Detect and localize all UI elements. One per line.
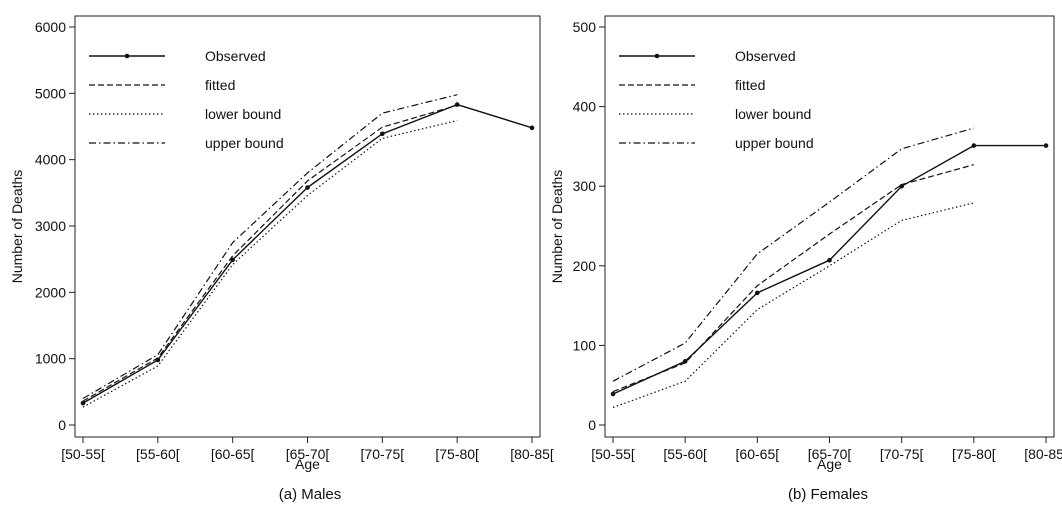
chart-panel-1: 0 1000 2000 3000 4000 5000 6000 [50-55[ [55-60[ [… bbox=[9, 15, 554, 503]
y-axis-title: Number of Deaths bbox=[9, 170, 25, 284]
x-tick-label: [65-70[ bbox=[286, 446, 330, 462]
y-tick-label: 0 bbox=[58, 417, 66, 433]
x-tick-label: [65-70[ bbox=[808, 446, 852, 462]
x-tick-label: [70-75[ bbox=[880, 446, 924, 462]
legend-marker bbox=[124, 53, 130, 59]
x-tick-label: [75-80[ bbox=[435, 446, 479, 462]
x-tick-label: [60-65[ bbox=[736, 446, 780, 462]
y-tick-label: 1000 bbox=[35, 351, 66, 367]
y-tick-label: 400 bbox=[573, 99, 597, 115]
series-line-observed bbox=[82, 103, 533, 404]
x-tick-label: [55-60[ bbox=[136, 446, 180, 462]
series-line-fitted bbox=[612, 164, 974, 393]
series-point bbox=[1043, 143, 1049, 148]
y-tick-label: 100 bbox=[573, 337, 597, 353]
y-axis-title: Number of Deaths bbox=[549, 170, 565, 284]
plot-frame bbox=[604, 15, 1055, 438]
y-tick-label: 300 bbox=[573, 178, 597, 194]
legend-label: upper bound bbox=[205, 135, 284, 151]
x-tick-label: [80-85[ bbox=[510, 446, 554, 462]
series-point bbox=[80, 400, 86, 406]
series-point bbox=[305, 185, 310, 190]
series-point bbox=[899, 183, 904, 189]
series-point bbox=[529, 125, 535, 131]
x-tick-label: [75-80[ bbox=[952, 446, 996, 462]
series-line-lower-bound bbox=[612, 202, 974, 409]
series-point bbox=[380, 131, 385, 137]
series-line-lower-bound bbox=[82, 119, 458, 408]
legend-label: Observed bbox=[735, 48, 796, 64]
series-point bbox=[230, 257, 235, 263]
y-tick-label: 4000 bbox=[35, 152, 66, 168]
series-point bbox=[971, 143, 977, 148]
legend-label: upper bound bbox=[735, 135, 814, 151]
series-point bbox=[682, 359, 688, 364]
series-point bbox=[827, 257, 832, 263]
chart-caption: (a) Males bbox=[279, 486, 342, 503]
x-tick-label: [80-85[ bbox=[1024, 446, 1062, 462]
y-tick-label: 5000 bbox=[35, 85, 66, 101]
series-line-upper-bound bbox=[612, 127, 974, 382]
series-point bbox=[610, 391, 616, 397]
legend-label: lower bound bbox=[735, 106, 811, 122]
x-tick-label: [60-65[ bbox=[211, 446, 255, 462]
x-tick-label: [50-55[ bbox=[61, 446, 105, 462]
chart-panel-2: 0 100 200 300 400 500 [50-55[ [55-60[ [60-65[ [65… bbox=[549, 15, 1062, 503]
x-axis-title: Age bbox=[817, 456, 842, 472]
x-tick-label: [55-60[ bbox=[663, 446, 707, 462]
series-point bbox=[755, 290, 760, 296]
plot-frame bbox=[74, 15, 541, 438]
y-tick-label: 6000 bbox=[35, 19, 66, 35]
legend-label: fitted bbox=[735, 77, 765, 93]
legend-label: Observed bbox=[205, 48, 266, 64]
x-tick-label: [70-75[ bbox=[361, 446, 405, 462]
y-tick-label: 2000 bbox=[35, 284, 66, 300]
legend-label: lower bound bbox=[205, 106, 281, 122]
x-tick-label: [50-55[ bbox=[591, 446, 635, 462]
y-tick-label: 3000 bbox=[35, 218, 66, 234]
x-axis-title: Age bbox=[295, 456, 320, 472]
y-tick-label: 500 bbox=[573, 19, 597, 35]
chart-caption: (b) Females bbox=[788, 486, 868, 503]
series-line-fitted bbox=[82, 104, 458, 402]
legend-marker bbox=[654, 53, 660, 59]
y-tick-label: 0 bbox=[588, 417, 596, 433]
y-tick-label: 200 bbox=[573, 258, 597, 274]
series-line-observed bbox=[612, 144, 1046, 395]
legend-label: fitted bbox=[205, 77, 235, 93]
